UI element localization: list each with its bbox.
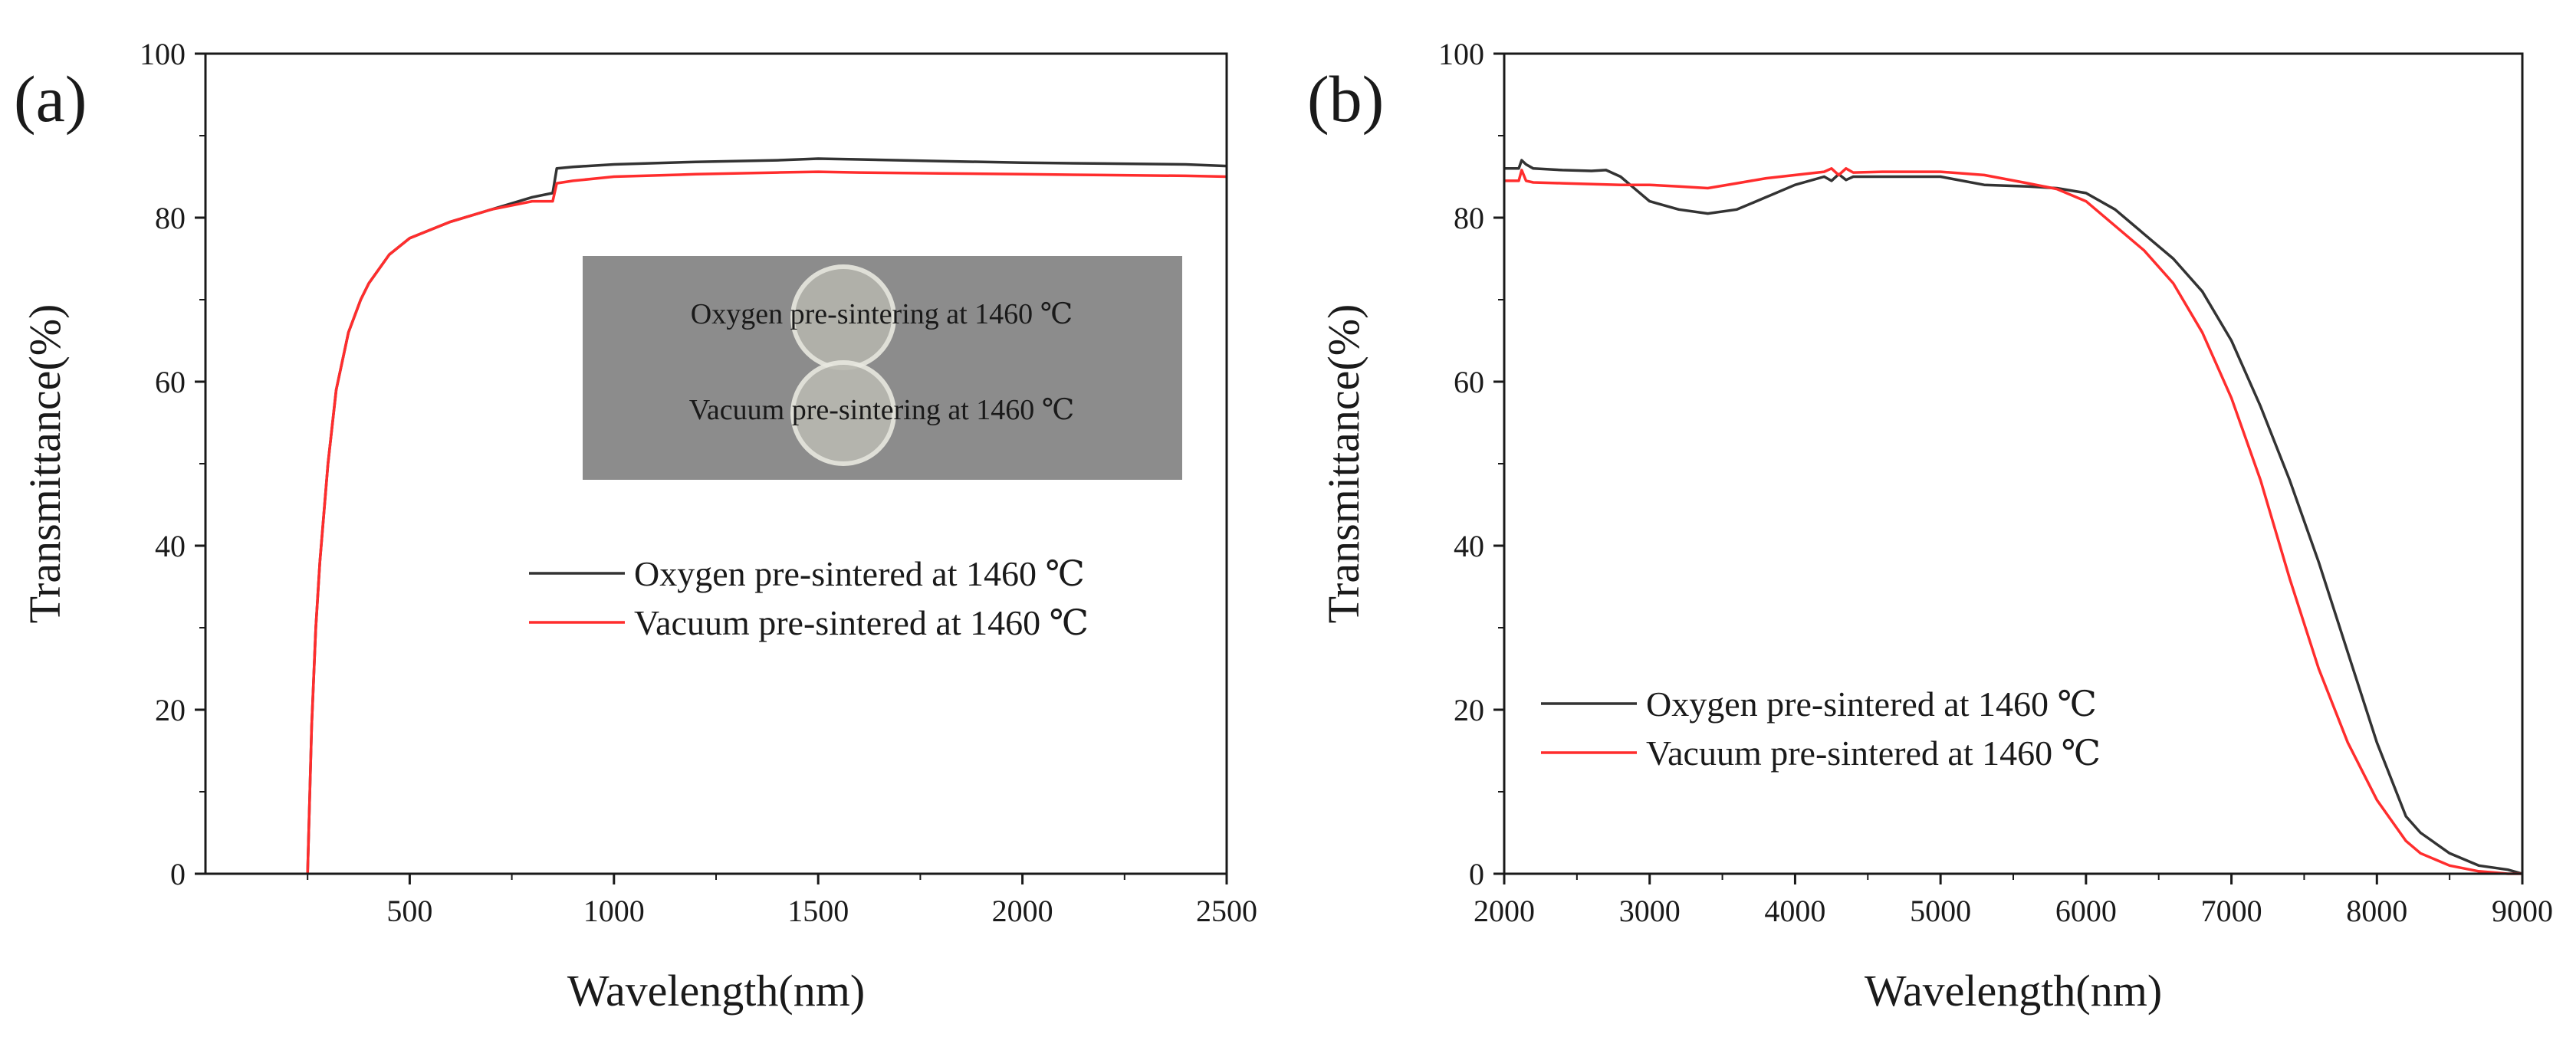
x-tick-label: 4000 bbox=[1764, 894, 1825, 928]
y-tick-label: 0 bbox=[1469, 857, 1484, 891]
legend: Oxygen pre-sintered at 1460 ℃ Vacuum pre-… bbox=[529, 554, 1089, 642]
x-axis-title: Wavelength(nm) bbox=[1865, 966, 2162, 1016]
series-line-vacuum bbox=[1504, 167, 2522, 875]
y-tick-label: 60 bbox=[1454, 365, 1484, 399]
x-tick-label: 3000 bbox=[1619, 894, 1681, 928]
y-tick-label: 40 bbox=[155, 529, 186, 563]
inset-photo-label: Vacuum pre-sintering at 1460 ℃ bbox=[689, 394, 1075, 426]
y-tick-label: 40 bbox=[1454, 529, 1484, 563]
x-tick-label: 9000 bbox=[2492, 894, 2553, 928]
legend-label: Vacuum pre-sintered at 1460 ℃ bbox=[1646, 733, 2101, 773]
y-tick-label: 0 bbox=[170, 857, 186, 891]
vacuum-sample-disc bbox=[790, 360, 896, 466]
legend-label: Oxygen pre-sintered at 1460 ℃ bbox=[1646, 684, 2097, 724]
x-tick-label: 8000 bbox=[2346, 894, 2407, 928]
x-tick-label: 2000 bbox=[1474, 894, 1535, 928]
y-tick-label: 100 bbox=[1438, 37, 1484, 71]
y-tick-label: 20 bbox=[155, 693, 186, 727]
inset-photo: Oxygen pre-sintering at 1460 ℃ Vacuum pre… bbox=[583, 256, 1182, 480]
y-tick-label: 80 bbox=[155, 201, 186, 235]
legend-label: Vacuum pre-sintered at 1460 ℃ bbox=[634, 603, 1089, 642]
panel-label: (a) bbox=[14, 62, 87, 136]
chart-panel-a: Oxygen pre-sintering at 1460 ℃ Vacuum pre… bbox=[14, 37, 1257, 1016]
chart-panel-b: 2000 3000 4000 5000 6000 7000 8000 9000 0 20 40 60 8… bbox=[1307, 37, 2553, 1016]
x-tick-label: 7000 bbox=[2201, 894, 2262, 928]
legend-label: Oxygen pre-sintered at 1460 ℃ bbox=[634, 554, 1085, 593]
y-tick-label: 100 bbox=[140, 37, 186, 71]
inset-photo-label: Oxygen pre-sintering at 1460 ℃ bbox=[691, 298, 1073, 330]
y-axis-title: Transmittance(%) bbox=[20, 304, 70, 624]
x-tick-label: 1000 bbox=[583, 894, 645, 928]
y-tick-label: 80 bbox=[1454, 201, 1484, 235]
x-axis-title: Wavelength(nm) bbox=[567, 966, 865, 1016]
y-tick-label: 60 bbox=[155, 365, 186, 399]
y-tick-label: 20 bbox=[1454, 693, 1484, 727]
series-line-vacuum bbox=[306, 170, 1227, 875]
x-tick-label: 1500 bbox=[787, 894, 849, 928]
legend: Oxygen pre-sintered at 1460 ℃ Vacuum pre-… bbox=[1541, 684, 2101, 773]
y-axis-title: Transmittance(%) bbox=[1319, 304, 1368, 624]
series-line-oxygen bbox=[1504, 159, 2523, 875]
x-tick-label: 5000 bbox=[1910, 894, 1971, 928]
panel-label: (b) bbox=[1307, 62, 1384, 136]
x-tick-label: 2500 bbox=[1196, 894, 1257, 928]
x-tick-label: 6000 bbox=[2055, 894, 2117, 928]
x-tick-label: 2000 bbox=[992, 894, 1053, 928]
x-tick-label: 500 bbox=[386, 894, 432, 928]
